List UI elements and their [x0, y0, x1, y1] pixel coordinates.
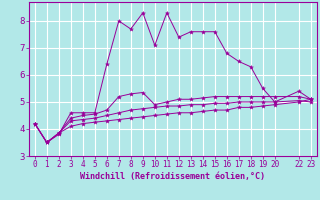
X-axis label: Windchill (Refroidissement éolien,°C): Windchill (Refroidissement éolien,°C)	[80, 172, 265, 181]
